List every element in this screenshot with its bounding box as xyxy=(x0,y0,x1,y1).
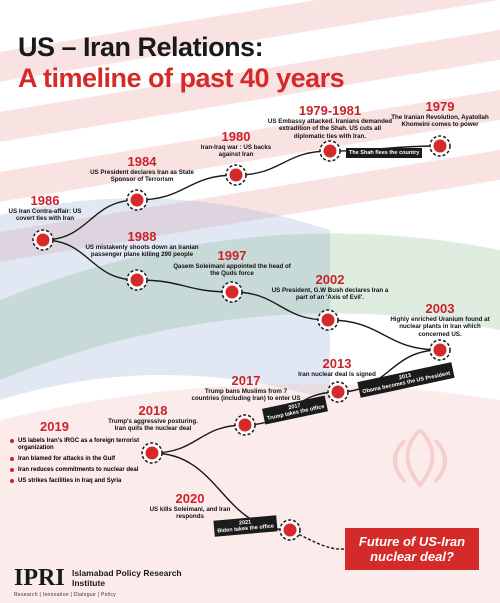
event: 1988 US mistakenly shoots down an Iranian… xyxy=(82,230,202,259)
event-text: Trump's aggressive posturing. Iran quits… xyxy=(108,418,198,433)
event-text: Iran-Iraq war : US backs against Iran xyxy=(200,144,272,159)
us-flag-stripes xyxy=(0,0,500,262)
event-text: Highly enriched Uranium found at nuclear… xyxy=(390,316,490,338)
event-year: 1979 xyxy=(425,99,455,114)
node xyxy=(433,343,447,357)
event-2019: 2019 US labels Iran's IRGC as a foreign … xyxy=(10,420,150,489)
tagline: Research | Innovation | Dialogue | Polic… xyxy=(14,592,117,598)
event: 1980 Iran-Iraq war : US backs against Ira… xyxy=(191,130,281,159)
event-year: 2002 xyxy=(315,272,345,287)
event-text: US kills Soleimani, and Iran responds xyxy=(149,506,231,521)
node xyxy=(238,418,252,432)
node xyxy=(229,168,243,182)
event-year: 1997 xyxy=(217,248,247,263)
event: 2002 US President, G.W Bush declares Iran… xyxy=(270,273,390,302)
tag: The Shah flees the country xyxy=(346,148,423,158)
event-year: 1980 xyxy=(221,129,251,144)
iran-emblem xyxy=(393,428,447,489)
event: 1986 US Iran Contra-affair: US covert tie… xyxy=(0,194,90,223)
event-year: 1988 xyxy=(127,229,157,244)
event-year: 2003 xyxy=(425,301,455,316)
event: 1979-1981 US Embassy attacked. Iranians d… xyxy=(265,104,395,140)
event: 1997 Qasem Soleimani appointed the head o… xyxy=(172,249,292,278)
event-list: US labels Iran's IRGC as a foreign terro… xyxy=(10,438,150,485)
node xyxy=(321,313,335,327)
event-text: US President declares Iran as State Spon… xyxy=(90,169,194,184)
event: 2017 Trump bans Muslims from 7 countries … xyxy=(191,374,301,403)
event-year: 2013 xyxy=(322,356,352,371)
node xyxy=(331,385,345,399)
event-year: 1986 xyxy=(30,193,60,208)
event-year: 1984 xyxy=(127,154,157,169)
tag-text: The Shah flees the country xyxy=(349,150,420,156)
event-text: Trump bans Muslims from 7 countries (inc… xyxy=(191,388,301,403)
event-year: 2019 xyxy=(40,419,69,434)
event-text: US Embassy attacked. Iranians demanded e… xyxy=(267,118,393,140)
institute-name: Islamabad Policy Research Institute xyxy=(72,568,182,588)
node xyxy=(225,285,239,299)
event: 1984 US President declares Iran as State … xyxy=(82,155,202,184)
future-box: Future of US-Iran nuclear deal? xyxy=(345,528,479,570)
event-year: 1979-1981 xyxy=(298,103,362,118)
event: 2003 Highly enriched Uranium found at nuc… xyxy=(385,302,495,338)
title-line-1: US – Iran Relations: xyxy=(18,32,264,62)
event: 1979 The Iranian Revolution, Ayatollah Kh… xyxy=(385,100,495,129)
event-text: The Iranian Revolution, Ayatollah Khomei… xyxy=(391,114,489,129)
event-item: Iran reduces commitments to nuclear deal xyxy=(10,467,150,474)
node xyxy=(283,523,297,537)
logo: IPRI xyxy=(14,565,65,591)
node xyxy=(323,144,337,158)
event: 2013 Iran nuclear deal is signed xyxy=(282,356,392,379)
title-line-2: A timeline of past 40 years xyxy=(18,63,345,93)
event-text: Iran nuclear deal is signed xyxy=(298,371,376,378)
event-year: 2018 xyxy=(138,403,168,418)
node xyxy=(130,193,144,207)
timeline-nodes xyxy=(32,135,451,541)
iran-flag-green xyxy=(0,233,500,380)
event-text: US mistakenly shoots down an Iranian pas… xyxy=(85,244,199,259)
node xyxy=(130,273,144,287)
node xyxy=(433,139,447,153)
event-year: 2017 xyxy=(231,373,261,388)
node xyxy=(145,446,159,460)
event-text: US Iran Contra-affair: US covert ties wi… xyxy=(8,208,82,223)
event: 2020 US kills Soleimani, and Iran respond… xyxy=(140,492,240,521)
event-item: US labels Iran's IRGC as a foreign terro… xyxy=(10,438,150,452)
event-item: Iran blamed for attacks in the Gulf xyxy=(10,456,150,463)
event-text: Qasem Soleimani appointed the head of th… xyxy=(173,263,291,278)
event-item: US strikes facilities in Iraq and Syria xyxy=(10,478,150,485)
node xyxy=(36,233,50,247)
event-year: 2020 xyxy=(175,491,205,506)
event: 2018 Trump's aggressive posturing. Iran q… xyxy=(108,404,198,433)
event-text: US President, G.W Bush declares Iran a p… xyxy=(271,287,389,302)
us-flag-canton xyxy=(0,198,330,400)
